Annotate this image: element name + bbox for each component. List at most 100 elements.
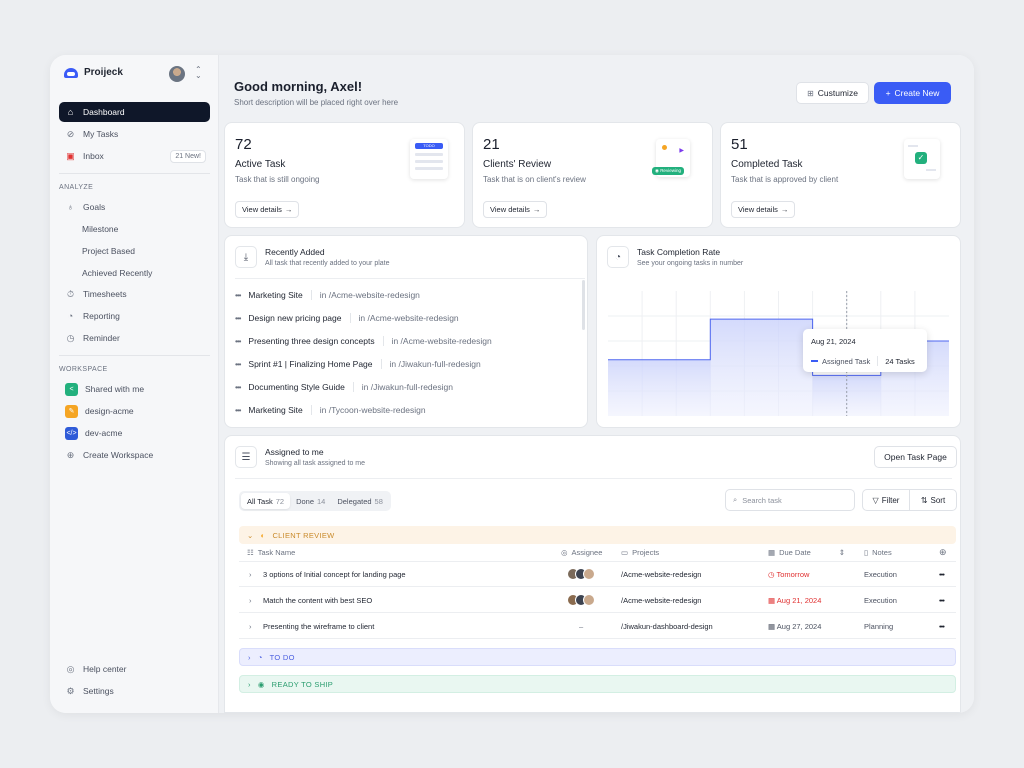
more-icon[interactable]: •••	[939, 596, 945, 605]
brand[interactable]: Proijeck	[64, 67, 123, 78]
stat-card-review: 21 Clients' Review Task that is on clien…	[472, 122, 713, 228]
create-new-button[interactable]: + Create New	[874, 82, 951, 104]
panel-title: Assigned to me	[265, 447, 324, 457]
divider	[59, 173, 210, 174]
column-label: Notes	[872, 548, 892, 557]
search-input[interactable]: ⌕ Search task	[725, 489, 855, 511]
more-icon[interactable]: •••	[235, 336, 241, 346]
sidebar-item-dashboard[interactable]: ⌂ Dashboard	[59, 102, 210, 122]
arrow-right-icon: →	[532, 205, 541, 214]
column-label: Assignee	[571, 548, 603, 557]
sidebar-item-reminder[interactable]: ◷ Reminder	[59, 328, 210, 348]
calendar-icon: ▦	[768, 548, 776, 557]
user-avatar[interactable]	[169, 66, 185, 82]
sort-toggle-icon[interactable]: ⇕	[838, 548, 846, 557]
column-notes[interactable]: ▯ Notes	[864, 548, 892, 557]
sort-button[interactable]: ⇅ Sort	[910, 490, 956, 510]
tab-delegated[interactable]: Delegated 58	[331, 493, 389, 509]
clock-icon: ◷	[66, 332, 75, 343]
view-details-button[interactable]: View details →	[731, 201, 796, 218]
stat-value: 21	[483, 136, 500, 153]
share-icon: <	[65, 382, 78, 396]
customize-button[interactable]: ⊞ Custumize	[796, 82, 869, 104]
completion-rate-panel: ◔ Task Completion Rate See your ongoing …	[596, 235, 961, 428]
task-name: Design new pricing page	[248, 313, 342, 323]
main-content: Good morning, Axel! Short description wi…	[218, 55, 974, 713]
sidebar-item-achieved-recently[interactable]: Achieved Recently	[59, 263, 210, 283]
area-step	[710, 319, 745, 416]
more-icon[interactable]: •••	[235, 313, 241, 323]
brand-logo-icon	[64, 67, 78, 78]
sidebar-item-settings[interactable]: ⚙ Settings	[59, 681, 210, 701]
list-item[interactable]: ••• Design new pricing page in /Acme-websi…	[235, 313, 459, 323]
assignee-avatars[interactable]	[567, 568, 595, 580]
open-task-page-label: Open Task Page	[884, 452, 947, 462]
more-icon[interactable]: •••	[939, 622, 945, 631]
gear-icon: ⚙	[66, 685, 75, 696]
sidebar-item-label: Project Based	[82, 246, 135, 256]
column-assignee[interactable]: ◎ Assignee	[561, 548, 602, 557]
sidebar-item-dev-acme[interactable]: </> dev-acme	[59, 423, 210, 443]
task-name: Presenting three design concepts	[248, 336, 375, 346]
table-row[interactable]: › 3 options of Initial concept for landi…	[239, 562, 956, 587]
sidebar-item-reporting[interactable]: ◔ Reporting	[59, 306, 210, 326]
note-icon: ▯	[864, 548, 869, 557]
sidebar-item-create-workspace[interactable]: ⊕ Create Workspace	[59, 445, 210, 465]
list-item[interactable]: ••• Sprint #1 | Finalizing Home Page in /J…	[235, 359, 481, 369]
group-to-do[interactable]: › ◔ TO DO	[239, 648, 956, 666]
sidebar-item-my-tasks[interactable]: ⊘ My Tasks	[59, 124, 210, 144]
group-ready-to-ship[interactable]: › ◉ READY TO SHIP	[239, 675, 956, 693]
chart-pie-icon: ◔	[607, 246, 629, 268]
sidebar-item-project-based[interactable]: Project Based	[59, 241, 210, 261]
chevron-updown-icon[interactable]: ⌃ ⌄	[195, 65, 202, 80]
task-path: in /Acme-website-redesign	[391, 336, 492, 346]
sidebar-item-help-center[interactable]: ◎ Help center	[59, 659, 210, 679]
chevron-down-icon: ⌄	[247, 530, 254, 540]
table-row[interactable]: › Match the content with best SEO /Acme-…	[239, 588, 956, 613]
area-step	[812, 375, 848, 416]
sidebar-item-milestone[interactable]: Milestone	[59, 219, 210, 239]
more-icon[interactable]: •••	[939, 570, 945, 579]
tab-done[interactable]: Done 14	[290, 493, 331, 509]
add-column-icon[interactable]: ⊕	[939, 547, 947, 557]
chart-tooltip: Aug 21, 2024 Assigned Task 24 Tasks	[803, 329, 927, 372]
filter-button[interactable]: ▽ Filter	[863, 490, 910, 510]
sidebar-item-timesheets[interactable]: ⏱ Timesheets	[59, 284, 210, 304]
sidebar-item-design-acme[interactable]: ✎ design-acme	[59, 401, 210, 421]
sidebar-item-goals[interactable]: ♁ Goals	[59, 197, 210, 217]
column-projects[interactable]: ▭ Projects	[621, 548, 659, 557]
view-details-button[interactable]: View details →	[483, 201, 548, 218]
user-icon: ◎	[561, 548, 568, 557]
more-icon[interactable]: •••	[235, 290, 241, 300]
tab-count: 72	[275, 496, 285, 506]
inbox-download-icon: ⤓	[235, 246, 257, 268]
list-item[interactable]: ••• Marketing Site in /Acme-website-redesi…	[235, 290, 420, 300]
group-label: TO DO	[269, 652, 295, 662]
sidebar-item-label: Reporting	[83, 311, 120, 321]
tab-all-task[interactable]: All Task 72	[241, 493, 291, 509]
column-due-date[interactable]: ▦ Due Date ⇕	[768, 548, 845, 557]
open-task-page-button[interactable]: Open Task Page	[874, 446, 957, 468]
more-icon[interactable]: •••	[235, 382, 241, 392]
panel-title: Recently Added	[265, 247, 325, 257]
stat-title: Clients' Review	[483, 159, 552, 170]
area-step	[608, 359, 643, 416]
sort-label: Sort	[930, 495, 946, 505]
scrollbar[interactable]	[582, 280, 585, 330]
list-item[interactable]: ••• Marketing Site in /Tycoon-website-rede…	[235, 405, 426, 415]
column-task-name[interactable]: ☷ Task Name	[247, 548, 295, 557]
chevron-right-icon[interactable]: ›	[249, 622, 252, 631]
more-icon[interactable]: •••	[235, 359, 241, 369]
sidebar-item-shared-with-me[interactable]: < Shared with me	[59, 379, 210, 399]
list-item[interactable]: ••• Presenting three design concepts in /A…	[235, 336, 492, 346]
list-item[interactable]: ••• Documenting Style Guide in /Jiwakun-fu…	[235, 382, 453, 392]
view-details-button[interactable]: View details →	[235, 201, 300, 218]
group-client-review[interactable]: ⌄ ◐ CLIENT REVIEW	[239, 526, 956, 544]
table-row[interactable]: › Presenting the wireframe to client – /…	[239, 614, 956, 639]
more-icon[interactable]: •••	[235, 405, 241, 415]
sidebar-item-inbox[interactable]: ▣ Inbox 21 New!	[59, 146, 210, 166]
stat-title: Active Task	[235, 159, 286, 170]
chevron-right-icon[interactable]: ›	[249, 596, 252, 605]
assignee-avatars[interactable]	[567, 594, 595, 606]
chevron-right-icon[interactable]: ›	[249, 570, 252, 579]
